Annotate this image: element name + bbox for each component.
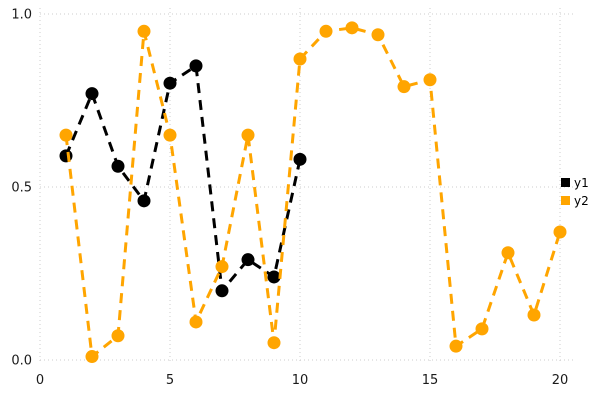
legend-item-y1: y1	[561, 176, 589, 189]
data-point-y1	[189, 59, 203, 73]
data-point-y2	[501, 246, 515, 260]
data-point-y1	[111, 159, 125, 173]
x-tick-label: 5	[166, 373, 174, 388]
data-point-y2	[111, 329, 125, 343]
x-tick-label: 15	[422, 373, 439, 388]
y-tick-label: 1.0	[11, 8, 32, 23]
data-point-y2	[241, 128, 255, 142]
data-point-y2	[137, 24, 151, 38]
data-point-y1	[241, 253, 255, 267]
data-point-y2	[319, 24, 333, 38]
data-point-y2	[371, 28, 385, 42]
data-point-y1	[293, 152, 307, 166]
data-point-y2	[449, 339, 463, 353]
series-line-y1	[64, 63, 302, 295]
data-point-y1	[163, 76, 177, 90]
data-point-y2	[59, 128, 73, 142]
data-point-y1	[267, 270, 281, 284]
data-point-y2	[527, 308, 541, 322]
data-point-y2	[85, 350, 99, 364]
legend: y1 y2	[561, 176, 589, 207]
data-point-y2	[293, 52, 307, 66]
data-point-y2	[267, 336, 281, 350]
data-point-y2	[163, 128, 177, 142]
data-point-y2	[215, 260, 229, 274]
series-line-y2	[64, 26, 562, 360]
legend-swatch-icon	[561, 196, 570, 205]
legend-label: y1	[574, 175, 589, 190]
data-point-y2	[397, 80, 411, 94]
x-tick-label: 0	[36, 373, 44, 388]
data-point-y1	[59, 149, 73, 163]
data-point-y1	[85, 87, 99, 101]
x-tick-label: 20	[552, 373, 569, 388]
data-point-y1	[137, 194, 151, 208]
data-point-y2	[189, 315, 203, 329]
data-point-y2	[475, 322, 489, 336]
data-point-y2	[553, 225, 567, 239]
data-point-y1	[215, 284, 229, 298]
data-point-y2	[423, 73, 437, 87]
data-point-y2	[345, 21, 359, 35]
x-tick-label: 10	[292, 373, 309, 388]
legend-label: y2	[574, 193, 589, 208]
legend-item-y2: y2	[561, 194, 589, 207]
y-tick-label: 0.5	[11, 181, 32, 196]
legend-swatch-icon	[561, 178, 570, 187]
y-tick-label: 0.0	[11, 354, 32, 369]
